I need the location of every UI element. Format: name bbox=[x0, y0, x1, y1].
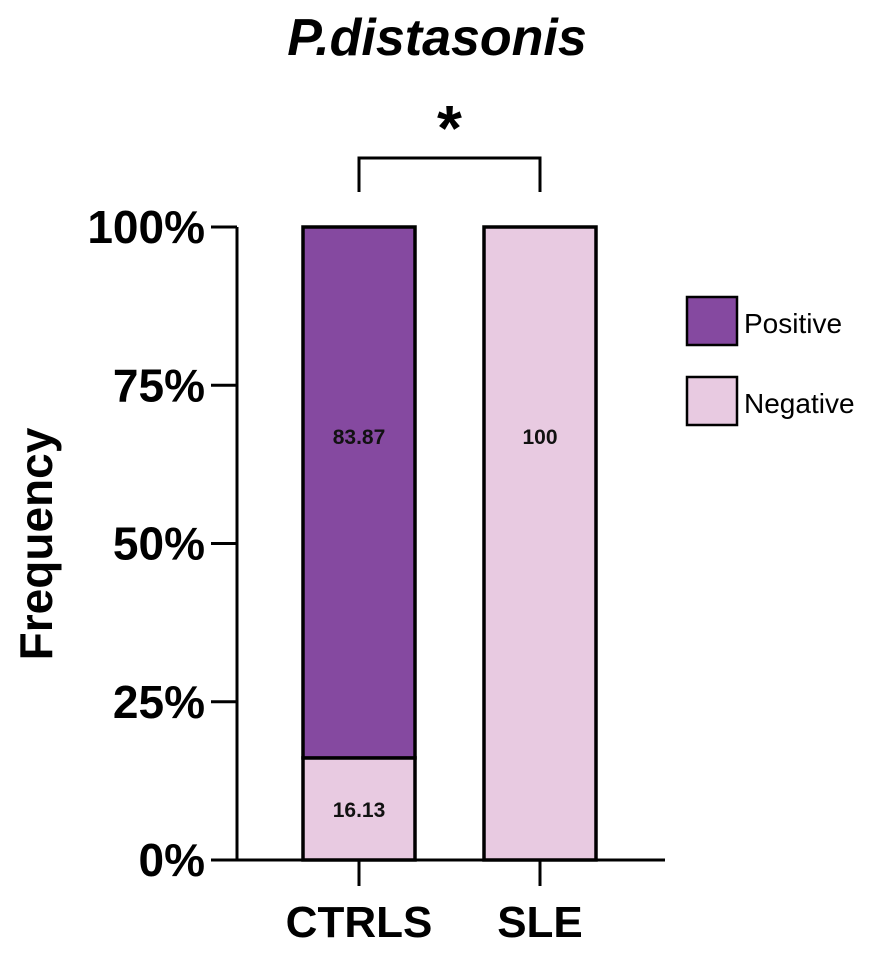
chart-title: P.distasonis bbox=[287, 9, 587, 67]
y-axis-label: Frequency bbox=[10, 427, 62, 660]
bar-sle-negative bbox=[482, 225, 598, 862]
x-tick-label: CTRLS bbox=[286, 898, 433, 947]
legend-label-negative: Negative bbox=[744, 388, 855, 419]
legend-swatch-positive bbox=[685, 295, 739, 347]
significance-annotation: * bbox=[357, 92, 542, 192]
y-tick-label: 75% bbox=[113, 359, 205, 411]
y-axis: 0% 25% 50% 75% 100% bbox=[87, 201, 239, 886]
y-tick-label: 0% bbox=[139, 834, 205, 886]
y-tick-label: 25% bbox=[113, 676, 205, 728]
data-label: 16.13 bbox=[333, 799, 386, 822]
data-label: 100 bbox=[522, 426, 557, 449]
significance-bracket bbox=[357, 156, 542, 192]
x-tick-label: SLE bbox=[497, 898, 583, 947]
bars bbox=[301, 225, 598, 862]
y-tick-label: 50% bbox=[113, 518, 205, 570]
x-axis: CTRLS SLE bbox=[237, 858, 665, 947]
y-tick-label: 100% bbox=[87, 201, 205, 253]
legend: Positive Negative bbox=[685, 295, 855, 427]
significance-star: * bbox=[437, 92, 462, 164]
data-labels: 83.87 16.13 100 bbox=[333, 426, 558, 822]
legend-swatch-negative bbox=[685, 375, 739, 427]
bar-ctrls-positive bbox=[301, 225, 417, 760]
legend-label-positive: Positive bbox=[744, 308, 842, 339]
data-label: 83.87 bbox=[333, 426, 386, 449]
